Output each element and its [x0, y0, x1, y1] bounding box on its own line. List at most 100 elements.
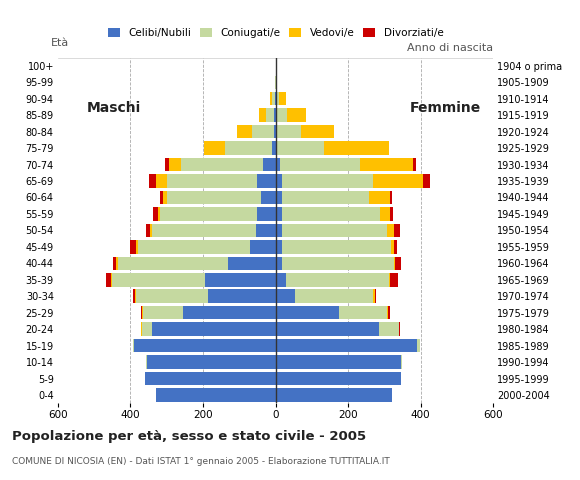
- Bar: [167, 174, 258, 188]
- Bar: [339, 306, 387, 319]
- Bar: [379, 323, 399, 336]
- Bar: [135, 289, 136, 303]
- Bar: [142, 306, 143, 319]
- Bar: [390, 191, 392, 204]
- Bar: [152, 224, 256, 237]
- Bar: [113, 257, 117, 270]
- Bar: [160, 207, 258, 221]
- Bar: [138, 240, 250, 253]
- Bar: [256, 224, 276, 237]
- Bar: [158, 207, 160, 221]
- Bar: [390, 207, 393, 221]
- Bar: [387, 306, 388, 319]
- Bar: [277, 125, 301, 138]
- Bar: [375, 289, 376, 303]
- Bar: [272, 142, 276, 155]
- Bar: [387, 224, 394, 237]
- Bar: [133, 339, 134, 352]
- Bar: [276, 339, 417, 352]
- Bar: [150, 174, 156, 188]
- Bar: [282, 207, 380, 221]
- Bar: [163, 191, 167, 204]
- Bar: [277, 108, 287, 122]
- Bar: [390, 273, 398, 287]
- Bar: [156, 174, 167, 188]
- Bar: [169, 158, 181, 171]
- Bar: [229, 257, 276, 270]
- Bar: [369, 191, 390, 204]
- Bar: [276, 388, 392, 402]
- Bar: [380, 207, 390, 221]
- Bar: [237, 125, 252, 138]
- Bar: [147, 355, 276, 369]
- Bar: [277, 142, 324, 155]
- Bar: [276, 142, 277, 155]
- Bar: [153, 207, 158, 221]
- Bar: [279, 92, 285, 106]
- Bar: [276, 273, 285, 287]
- Bar: [282, 240, 391, 253]
- Bar: [208, 289, 276, 303]
- Bar: [263, 158, 276, 171]
- Bar: [287, 108, 306, 122]
- Bar: [146, 355, 147, 369]
- Legend: Celibi/Nubili, Coniugati/e, Vedovi/e, Divorziati/e: Celibi/Nubili, Coniugati/e, Vedovi/e, Di…: [108, 28, 443, 38]
- Bar: [252, 125, 274, 138]
- Bar: [276, 224, 282, 237]
- Bar: [282, 174, 372, 188]
- Text: COMUNE DI NICOSIA (EN) - Dati ISTAT 1° gennaio 2005 - Elaborazione TUTTITALIA.IT: COMUNE DI NICOSIA (EN) - Dati ISTAT 1° g…: [12, 457, 389, 466]
- Bar: [360, 158, 413, 171]
- Bar: [391, 240, 394, 253]
- Bar: [145, 372, 276, 385]
- Bar: [276, 323, 379, 336]
- Bar: [111, 273, 113, 287]
- Bar: [274, 108, 276, 122]
- Bar: [276, 207, 282, 221]
- Bar: [389, 273, 390, 287]
- Bar: [280, 158, 360, 171]
- Bar: [274, 125, 276, 138]
- Bar: [136, 289, 208, 303]
- Bar: [143, 306, 183, 319]
- Bar: [106, 273, 111, 287]
- Bar: [276, 191, 282, 204]
- Bar: [204, 142, 225, 155]
- Bar: [258, 207, 275, 221]
- Bar: [295, 289, 374, 303]
- Bar: [394, 224, 400, 237]
- Bar: [372, 174, 423, 188]
- Bar: [130, 240, 136, 253]
- Bar: [150, 224, 152, 237]
- Bar: [276, 125, 277, 138]
- Bar: [117, 257, 118, 270]
- Bar: [417, 339, 420, 352]
- Bar: [374, 289, 375, 303]
- Bar: [394, 257, 396, 270]
- Bar: [276, 372, 401, 385]
- Bar: [136, 240, 137, 253]
- Bar: [225, 142, 272, 155]
- Bar: [282, 257, 394, 270]
- Bar: [142, 323, 152, 336]
- Text: Età: Età: [50, 38, 69, 48]
- Bar: [276, 240, 282, 253]
- Bar: [118, 257, 229, 270]
- Bar: [165, 158, 169, 171]
- Bar: [276, 257, 282, 270]
- Bar: [276, 289, 295, 303]
- Bar: [181, 158, 263, 171]
- Bar: [276, 75, 277, 89]
- Bar: [270, 92, 272, 106]
- Text: Femmine: Femmine: [409, 101, 481, 115]
- Bar: [205, 273, 276, 287]
- Bar: [276, 306, 339, 319]
- Text: Maschi: Maschi: [87, 101, 142, 115]
- Bar: [183, 306, 276, 319]
- Bar: [282, 224, 387, 237]
- Bar: [282, 191, 369, 204]
- Bar: [388, 306, 390, 319]
- Bar: [276, 92, 279, 106]
- Bar: [160, 191, 163, 204]
- Bar: [259, 108, 266, 122]
- Text: Anno di nascita: Anno di nascita: [407, 44, 493, 53]
